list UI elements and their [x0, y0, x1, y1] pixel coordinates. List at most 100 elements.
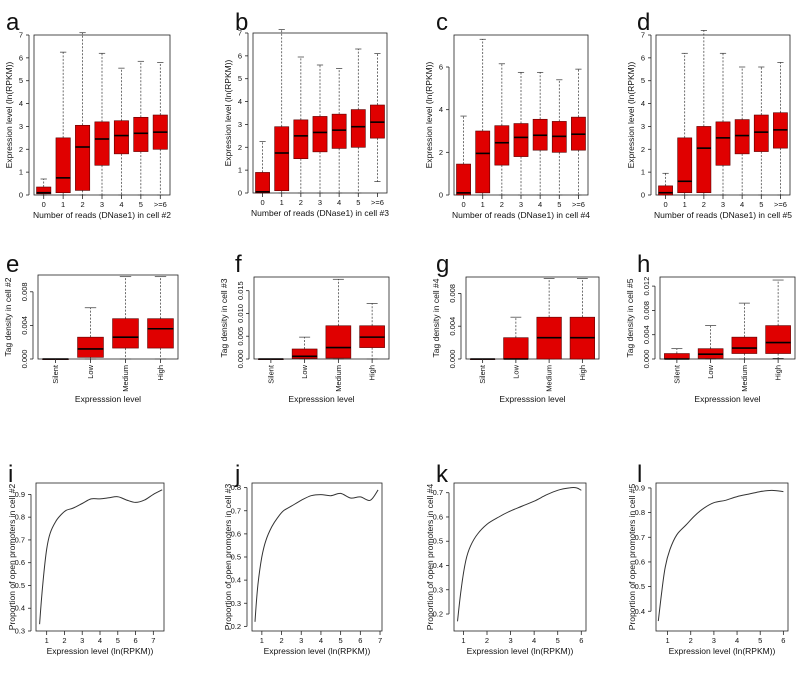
panel-b — [245, 29, 388, 197]
box — [475, 130, 491, 194]
y-tick-label: 0.012 — [642, 277, 651, 296]
box — [293, 119, 309, 160]
y-tick-label: 0.5 — [15, 581, 25, 590]
x-tick-label: High — [156, 365, 165, 380]
x-tick-label: 5 — [759, 200, 763, 209]
panel-label: e — [6, 251, 19, 278]
x-axis-label: Number of reads (DNase1) in cell #5 — [654, 210, 792, 220]
y-tick-label: 0.5 — [635, 582, 645, 591]
x-tick-label: 5 — [116, 636, 120, 645]
plot-frame — [659, 276, 796, 360]
x-tick-label: 3 — [100, 200, 104, 209]
x-tick-label: Medium — [121, 365, 130, 392]
panel-label: d — [637, 9, 650, 36]
y-tick-label: 6 — [238, 51, 242, 60]
box — [734, 119, 750, 155]
panel-l — [648, 482, 789, 635]
x-tick-label: Low — [86, 364, 95, 378]
x-tick-label: 5 — [758, 636, 762, 645]
x-tick-label: 1 — [260, 636, 264, 645]
x-tick-label: 2 — [689, 636, 693, 645]
panel-label: h — [637, 251, 650, 278]
plot-frame — [465, 276, 600, 360]
x-tick-label: High — [774, 365, 783, 380]
x-tick-label: 0 — [461, 200, 465, 209]
box — [274, 126, 290, 192]
panel-c — [446, 34, 589, 199]
x-tick-label: 2 — [62, 636, 66, 645]
y-tick-label: 2 — [19, 145, 23, 154]
y-tick-label: 7 — [641, 31, 645, 40]
plot-frame — [453, 482, 587, 632]
y-tick-label: 0.005 — [236, 327, 245, 346]
box — [456, 163, 471, 196]
y-tick-label: 4 — [238, 97, 242, 106]
y-axis-label: Tag density in cell #2 — [3, 277, 13, 356]
y-tick-label: 6 — [19, 53, 23, 62]
y-tick-label: 1 — [238, 166, 242, 175]
y-tick-label: 4 — [641, 99, 645, 108]
panel-f — [246, 276, 390, 363]
x-tick-label: 1 — [665, 636, 669, 645]
x-tick-label: 3 — [299, 636, 303, 645]
x-tick-label: High — [578, 365, 587, 380]
x-axis-label: Expression level (ln(RPKM)) — [47, 646, 154, 656]
x-tick-label: >=6 — [572, 200, 585, 209]
y-tick-label: 4 — [19, 99, 23, 108]
y-tick-label: 2 — [238, 143, 242, 152]
x-tick-label: 4 — [98, 636, 102, 645]
y-tick-label: 7 — [19, 31, 23, 40]
plot-frame — [253, 276, 390, 360]
y-tick-label: 0.000 — [236, 350, 245, 369]
y-tick-label: 0.008 — [20, 282, 29, 301]
x-tick-label: 2 — [702, 200, 706, 209]
box — [113, 120, 129, 155]
x-tick-label: 2 — [299, 198, 303, 207]
y-tick-label: 0.000 — [20, 350, 29, 369]
panel-g — [458, 276, 600, 363]
y-tick-label: 0.6 — [635, 557, 645, 566]
y-tick-label: 0.010 — [236, 304, 245, 323]
x-tick-label: 3 — [712, 636, 716, 645]
y-tick-label: 0.7 — [231, 506, 241, 515]
x-tick-label: 0 — [42, 200, 46, 209]
y-tick-label: 4 — [439, 105, 443, 114]
y-tick-label: 2 — [439, 148, 443, 157]
x-tick-label: >=6 — [154, 200, 167, 209]
y-tick-label: 1 — [19, 168, 23, 177]
x-tick-label: 3 — [519, 200, 523, 209]
y-tick-label: 5 — [641, 76, 645, 85]
y-tick-label: 0.9 — [15, 490, 25, 499]
panel-label: i — [8, 461, 13, 488]
y-tick-label: 3 — [641, 122, 645, 131]
panel-label: l — [637, 461, 642, 488]
plot-frame — [35, 482, 165, 632]
x-tick-label: 0 — [260, 198, 264, 207]
x-axis-label: Expression level (ln(RPKM)) — [669, 646, 776, 656]
x-tick-label: 4 — [538, 200, 542, 209]
x-axis-label: Expresssion level — [288, 394, 354, 404]
y-tick-label: 0.6 — [231, 529, 241, 538]
x-tick-label: 1 — [280, 198, 284, 207]
box — [677, 137, 693, 194]
box — [765, 325, 791, 354]
y-axis-label: Tag density in cell #4 — [431, 278, 441, 357]
panel-a — [26, 32, 171, 199]
box — [133, 116, 149, 152]
y-tick-label: 0 — [19, 191, 23, 200]
x-tick-label: Silent — [672, 364, 681, 384]
x-axis-label: Expresssion level — [75, 394, 141, 404]
box — [350, 109, 366, 148]
x-tick-label: 5 — [556, 636, 560, 645]
y-tick-label: 0.7 — [15, 535, 25, 544]
box — [658, 185, 673, 196]
y-tick-label: 0.8 — [635, 508, 645, 517]
panel-e — [30, 274, 179, 363]
x-tick-label: Low — [300, 364, 309, 378]
y-tick-label: 0.4 — [635, 607, 645, 616]
panel-label: f — [235, 251, 242, 278]
x-tick-label: Low — [706, 364, 715, 378]
box — [715, 121, 731, 166]
y-tick-label: 0.3 — [231, 599, 241, 608]
y-axis-label: Tag density in cell #3 — [219, 278, 229, 357]
